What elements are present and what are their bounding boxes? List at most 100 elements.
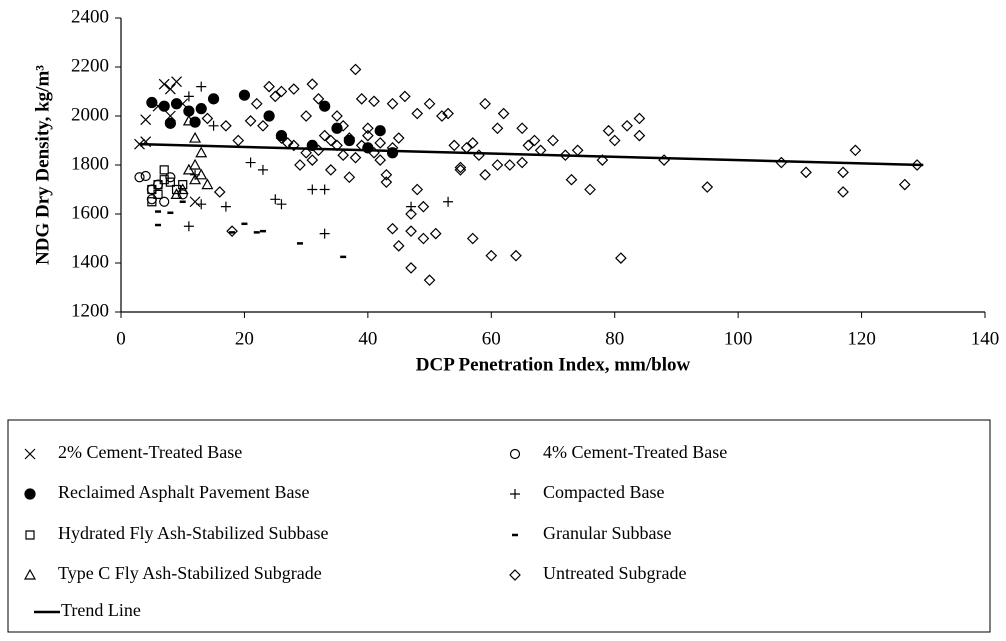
point [343,132,356,144]
point [178,180,188,190]
point [158,100,170,112]
point [849,144,862,157]
point [615,252,627,264]
point [491,122,504,135]
legend-marker [509,448,521,460]
point [621,119,633,132]
point [633,129,646,142]
point [146,96,158,109]
point [176,183,189,195]
point [263,80,275,93]
point [319,100,331,112]
legend-box [7,419,991,633]
point [319,184,330,195]
point [263,110,275,122]
point [528,134,541,147]
point [423,274,436,286]
point [189,116,201,128]
point [565,173,578,186]
x-axis-title: DCP Penetration Index, mm/blow [416,354,691,375]
point [911,159,923,171]
point [257,119,269,132]
point [596,154,609,166]
point [307,184,318,195]
y-tick-label: 2000 [71,104,109,125]
legend-label: 4% Cement-Treated Base [543,442,727,462]
point [479,168,491,181]
point [201,178,214,190]
point [417,232,430,245]
point [147,197,157,207]
point [275,85,288,98]
point [306,78,319,90]
point [189,131,202,143]
point [270,194,281,205]
point [312,93,325,105]
point [318,129,331,142]
point [189,158,202,170]
point [516,122,528,135]
point [324,134,337,147]
point [454,164,467,176]
point [349,63,362,76]
point [658,154,670,166]
x-tick-label: 140 [971,328,1000,349]
legend-label: Reclaimed Asphalt Pavement Base [58,482,309,502]
point [170,98,183,110]
point [362,129,374,142]
point [238,89,251,101]
y-tick-label: 1800 [71,153,109,174]
point [287,139,300,152]
point [275,130,288,142]
point [466,232,479,245]
point [257,164,268,175]
point [164,83,176,95]
point [220,119,232,132]
point [152,179,164,190]
point [183,221,194,232]
point [287,83,300,95]
point [374,154,387,166]
point [159,165,169,175]
point [196,81,207,92]
point [386,222,399,235]
point [319,228,330,239]
point [201,112,214,125]
point [153,189,163,199]
point [170,188,183,199]
legend-marker [24,488,36,500]
point [466,137,479,149]
point [362,122,374,135]
point [837,166,849,179]
point [207,93,220,105]
point [343,171,356,184]
point [189,196,201,208]
point [349,151,362,164]
point [898,178,911,191]
point [405,262,417,274]
point [195,103,207,115]
point [380,168,393,181]
point [245,157,256,168]
point [147,184,157,195]
point [460,142,473,154]
point [380,176,393,188]
point [275,132,288,144]
point [140,170,151,182]
point [158,78,170,90]
y-axis-title: NDG Dry Density, kg/m³ [32,65,53,265]
x-tick-label: 0 [116,328,126,349]
point [244,115,257,127]
x-tick-label: 20 [235,328,254,349]
point [213,186,226,198]
x-tick-label: 40 [358,328,377,349]
point [195,168,208,180]
point [368,95,380,108]
point [153,180,163,190]
point [436,110,448,122]
legend-marker [510,489,520,499]
plot-area: 1200 1400 1600 1800 2000 2200 2400 0 20 40 60 80 100… [71,6,999,349]
y-tick-label: 1200 [71,300,109,321]
point [454,161,467,174]
point [140,114,152,126]
